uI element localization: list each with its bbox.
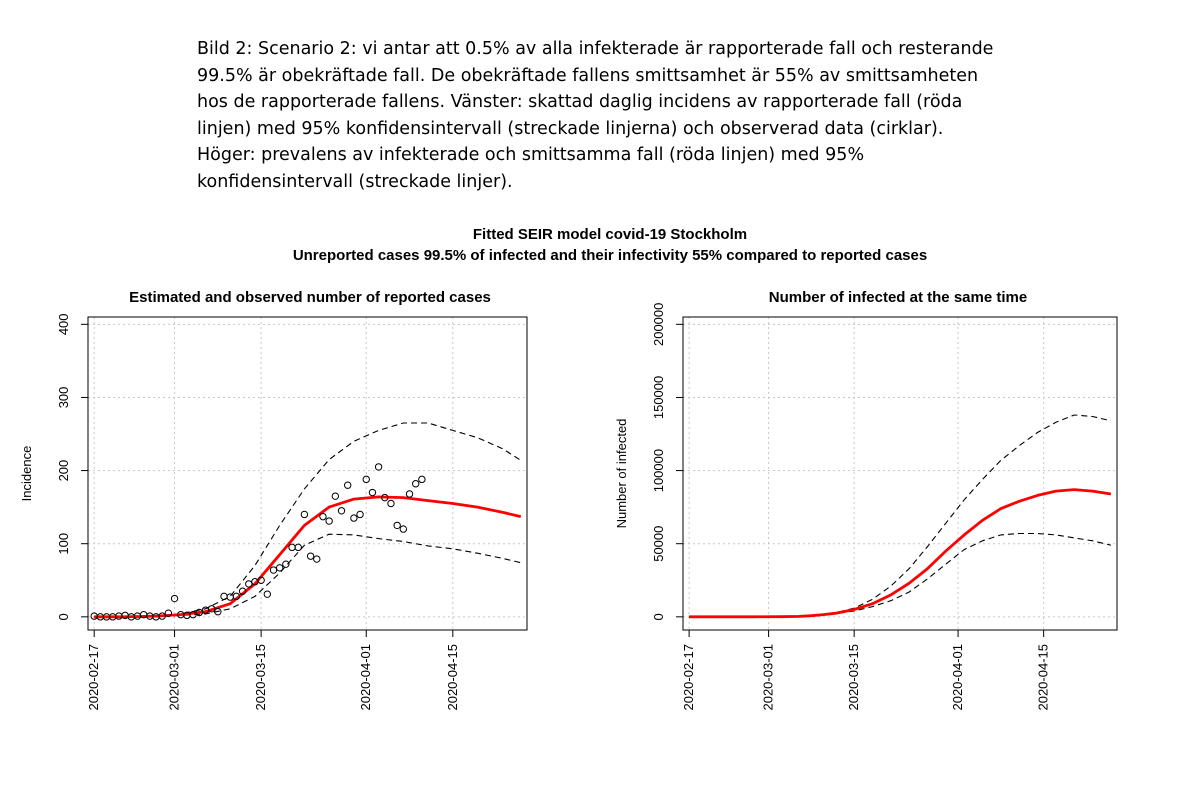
observed-point xyxy=(282,560,290,568)
right-chart: Number of infected at the same time 0 5000… xyxy=(614,289,1118,711)
observed-point xyxy=(232,592,241,601)
observed-point xyxy=(343,481,352,489)
observed-point xyxy=(319,512,327,521)
observed-point xyxy=(158,612,166,620)
observed-point xyxy=(263,590,272,598)
observed-point xyxy=(288,543,296,552)
y-tick-label: 100000 xyxy=(651,449,666,492)
y-tick-label: 0 xyxy=(651,613,666,620)
observed-point xyxy=(245,580,253,588)
y-axis-label: Incidence xyxy=(19,446,34,502)
left-chart: Estimated and observed number of reporte… xyxy=(19,289,528,711)
y-tick-label: 200000 xyxy=(651,303,666,346)
x-tick-label: 2020-04-01 xyxy=(358,644,373,711)
caption-line: linjen) med 95% konfidensintervall (stre… xyxy=(197,118,944,139)
x-tick-label: 2020-04-15 xyxy=(1036,644,1051,711)
y-axis-label: Number of infected xyxy=(614,419,629,529)
x-tick-label: 2020-02-17 xyxy=(86,644,101,711)
observed-point xyxy=(226,593,234,601)
y-tick-label: 300 xyxy=(56,387,71,409)
observed-point xyxy=(313,555,321,563)
observed-point xyxy=(356,510,364,519)
caption-line: konfidensintervall (streckade linjer). xyxy=(197,171,513,192)
observed-point xyxy=(331,492,340,500)
observed-point xyxy=(368,488,377,497)
x-tick-label: 2020-04-15 xyxy=(445,644,460,711)
observed-point xyxy=(269,566,278,574)
observed-point xyxy=(393,521,401,530)
observed-point xyxy=(164,609,173,617)
caption-line: Bild 2: Scenario 2: vi antar att 0.5% av… xyxy=(197,39,994,59)
ci-lower-line xyxy=(94,533,521,618)
observed-point xyxy=(306,552,315,560)
chart-title: Number of infected at the same time xyxy=(769,289,1027,306)
caption-line: 99.5% är obekräftade fall. De obekräftad… xyxy=(197,65,979,86)
y-tick-label: 150000 xyxy=(651,376,666,419)
plot-frame xyxy=(87,316,528,631)
fit-line xyxy=(94,495,522,619)
observed-point xyxy=(220,592,228,601)
x-tick-label: 2020-03-15 xyxy=(253,644,268,711)
observed-point xyxy=(381,493,389,502)
x-tick-label: 2020-03-01 xyxy=(761,644,776,711)
y-tick-label: 400 xyxy=(56,313,71,335)
observed-point xyxy=(325,517,333,525)
chart-title: Estimated and observed number of reporte… xyxy=(129,289,491,306)
observed-point xyxy=(399,525,408,533)
observed-point xyxy=(405,490,414,498)
observed-point xyxy=(337,507,346,515)
ci-upper-line xyxy=(94,422,522,618)
figure-title: Fitted SEIR model covid-19 Stockholm xyxy=(473,226,747,243)
observed-point xyxy=(387,499,395,508)
ci-upper-line xyxy=(689,414,1112,618)
ci-lower-line xyxy=(689,532,1112,618)
observed-point xyxy=(294,543,302,552)
fit-line xyxy=(689,488,1112,619)
y-tick-label: 100 xyxy=(56,533,71,555)
x-tick-label: 2020-03-01 xyxy=(167,644,182,711)
observed-point xyxy=(275,564,284,572)
x-tick-label: 2020-03-15 xyxy=(846,644,861,711)
x-tick-label: 2020-02-17 xyxy=(681,644,696,711)
observed-point xyxy=(350,514,358,522)
y-tick-label: 0 xyxy=(56,613,71,620)
observed-point xyxy=(412,480,420,488)
observed-point xyxy=(189,610,197,619)
figure-caption: Bild 2: Scenario 2: vi antar att 0.5% av… xyxy=(197,36,1017,196)
observed-point xyxy=(238,587,247,595)
observed-point xyxy=(374,463,383,471)
y-tick-label: 200 xyxy=(56,460,71,482)
observed-point xyxy=(300,510,309,519)
observed-point xyxy=(257,576,265,584)
observed-point xyxy=(418,475,426,484)
observed-point xyxy=(195,608,203,617)
y-tick-label: 50000 xyxy=(651,526,666,562)
observed-point xyxy=(207,605,216,613)
caption-line: hos de rapporterade fallens. Vänster: sk… xyxy=(197,92,963,113)
observed-point xyxy=(214,608,222,616)
observed-point xyxy=(362,475,370,484)
observed-point xyxy=(170,594,179,603)
x-tick-label: 2020-04-01 xyxy=(950,644,965,711)
figure-subtitle: Unreported cases 99.5% of infected and t… xyxy=(293,247,927,264)
caption-line: Höger: prevalens av infekterade och smit… xyxy=(197,145,865,166)
plot-frame xyxy=(682,316,1118,631)
